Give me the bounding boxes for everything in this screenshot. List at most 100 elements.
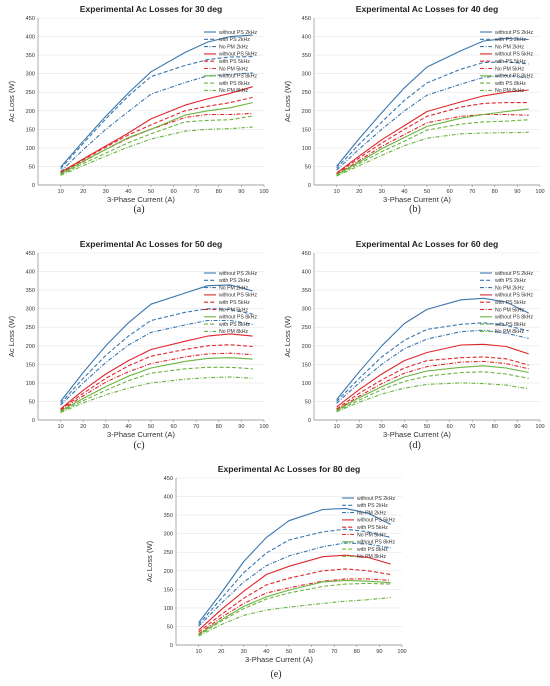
y-tick-label: 0 — [308, 183, 311, 189]
x-tick-label: 40 — [125, 424, 131, 430]
chart-title: Experimental Ac Losses for 40 deg — [356, 4, 499, 14]
series-line-with-ps-8khz — [336, 119, 529, 176]
y-tick-label: 400 — [26, 270, 35, 276]
chart-panel-30deg: Experimental Ac Losses for 30 deg 0 50 100 1… — [2, 2, 270, 204]
x-tick-label: 80 — [216, 424, 222, 430]
series-line-with-ps-5khz — [198, 568, 391, 633]
legend-entry: No PM 8kHz — [495, 329, 525, 335]
series-line-with-ps-2khz — [336, 322, 529, 402]
legend-entry: No PM 8kHz — [219, 88, 249, 94]
legend-entry: without PS 2kHz — [219, 30, 257, 36]
series-line-no-pm-8khz — [198, 596, 391, 637]
x-tick-label: 50 — [286, 649, 292, 655]
series-line-no-pm-2khz — [60, 72, 253, 172]
series-line-with-ps-2khz — [60, 308, 253, 404]
x-tick-label: 10 — [333, 424, 339, 430]
series-line-no-pm-8khz — [336, 131, 529, 177]
caption-d: (d) — [409, 440, 421, 451]
x-tick-label: 60 — [170, 189, 176, 195]
y-tick-label: 0 — [32, 183, 35, 189]
x-tick-label: 30 — [379, 189, 385, 195]
y-tick-label: 450 — [26, 251, 35, 257]
legend-entry: with PS 5kHz — [495, 59, 526, 65]
caption-b: (b) — [409, 204, 421, 215]
y-tick-label: 350 — [164, 513, 173, 519]
series-line-with-ps-8khz — [336, 371, 529, 412]
x-tick-label: 50 — [424, 189, 430, 195]
caption-e: (e) — [270, 669, 282, 680]
legend-entry: with PS 5kHz — [357, 525, 388, 531]
x-tick-label: 40 — [125, 189, 131, 195]
chart-title: Experimental Ac Losses for 50 deg — [80, 239, 223, 249]
chart-title: Experimental Ac Losses for 80 deg — [218, 464, 361, 474]
legend-entry: with PS 8kHz — [219, 81, 250, 87]
series-line-without-ps-8khz — [336, 365, 529, 411]
y-tick-label: 350 — [302, 288, 311, 294]
chart-panel-40deg: Experimental Ac Losses for 40 deg 0 50 100 1… — [278, 2, 546, 204]
legend-entry: with PS 2kHz — [219, 37, 250, 43]
legend-entry: No PM 5kHz — [495, 307, 525, 313]
x-tick-label: 100 — [535, 424, 544, 430]
series-line-without-ps-5khz — [336, 343, 529, 408]
series-line-without-ps-2khz — [336, 297, 529, 400]
x-tick-label: 60 — [446, 424, 452, 430]
x-tick-label: 90 — [514, 189, 520, 195]
y-tick-label: 200 — [302, 344, 311, 350]
legend-entry: without PS 5kHz — [495, 293, 533, 299]
y-tick-label: 300 — [302, 307, 311, 313]
y-tick-label: 450 — [26, 16, 35, 22]
y-tick-label: 100 — [26, 381, 35, 387]
legend-entry: with PS 2kHz — [219, 278, 250, 284]
y-tick-label: 150 — [26, 127, 35, 133]
x-tick-label: 10 — [333, 189, 339, 195]
x-tick-label: 80 — [492, 189, 498, 195]
y-axis-label: Ac Loss (W) — [283, 315, 292, 357]
caption-c: (c) — [133, 440, 145, 451]
x-axis-label: 3-Phase Current (A) — [383, 430, 451, 439]
y-tick-label: 350 — [26, 53, 35, 59]
x-tick-label: 100 — [535, 189, 544, 195]
legend-entry: with PS 5kHz — [219, 59, 250, 65]
series-line-with-ps-8khz — [60, 366, 253, 413]
series-line-with-ps-2khz — [336, 61, 529, 169]
x-tick-label: 90 — [514, 424, 520, 430]
legend-entry: No PM 5kHz — [357, 532, 387, 538]
legend-entry: with PS 8kHz — [495, 81, 526, 87]
legend-entry: No PM 8kHz — [219, 329, 249, 335]
legend-entry: No PM 8kHz — [357, 554, 387, 560]
x-tick-label: 20 — [80, 424, 86, 430]
y-tick-label: 50 — [305, 164, 311, 170]
y-tick-label: 200 — [26, 109, 35, 115]
legend-entry: with PS 2kHz — [495, 37, 526, 43]
x-tick-label: 10 — [195, 649, 201, 655]
x-tick-label: 30 — [103, 424, 109, 430]
x-tick-label: 60 — [446, 189, 452, 195]
x-tick-label: 40 — [401, 424, 407, 430]
legend-entry: No PM 5kHz — [219, 307, 249, 313]
legend-entry: without PS 5kHz — [495, 52, 533, 58]
series-line-without-ps-5khz — [198, 554, 391, 631]
series-line-without-ps-5khz — [60, 86, 253, 173]
y-tick-label: 250 — [26, 325, 35, 331]
y-tick-label: 150 — [26, 362, 35, 368]
y-axis-label: Ac Loss (W) — [145, 540, 154, 582]
y-tick-label: 0 — [170, 643, 173, 649]
x-tick-label: 20 — [80, 189, 86, 195]
legend-entry: with PS 2kHz — [357, 503, 388, 509]
series-line-with-ps-5khz — [60, 96, 253, 174]
x-tick-label: 60 — [308, 649, 314, 655]
y-tick-label: 100 — [26, 146, 35, 152]
chart-svg: Experimental Ac Losses for 30 deg 0 50 100 1… — [7, 4, 269, 204]
legend-entry: with PS 5kHz — [219, 300, 250, 306]
series-line-no-pm-8khz — [60, 126, 253, 176]
y-tick-label: 200 — [26, 344, 35, 350]
y-tick-label: 200 — [164, 569, 173, 575]
y-tick-label: 400 — [164, 495, 173, 501]
legend-entry: No PM 5kHz — [495, 66, 525, 72]
y-tick-label: 350 — [302, 53, 311, 59]
x-tick-label: 30 — [379, 424, 385, 430]
x-tick-label: 70 — [331, 649, 337, 655]
y-axis-label: Ac Loss (W) — [7, 315, 16, 357]
x-tick-label: 50 — [424, 424, 430, 430]
y-tick-label: 300 — [26, 72, 35, 78]
